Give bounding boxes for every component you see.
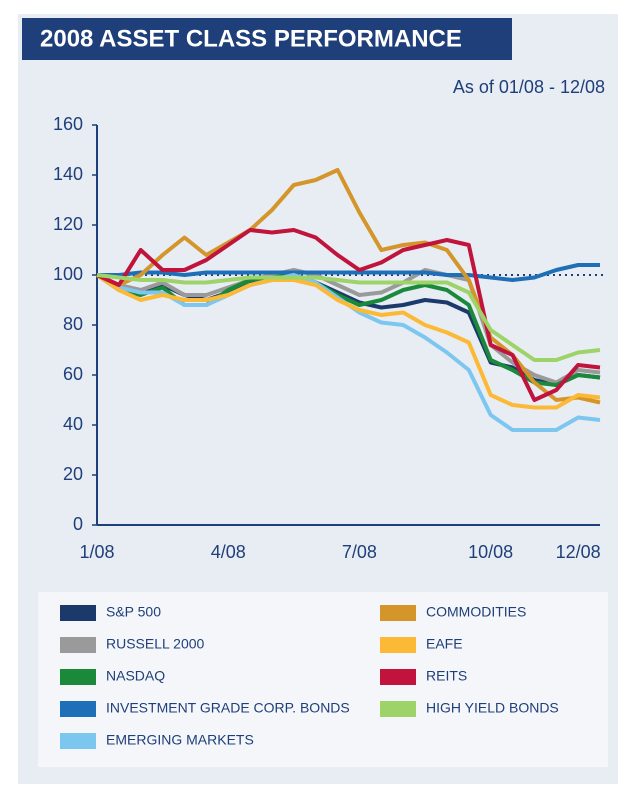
legend-swatch bbox=[60, 605, 96, 621]
title-bar bbox=[22, 18, 512, 60]
series-line bbox=[95, 273, 601, 410]
legend-label: S&P 500 bbox=[106, 604, 161, 620]
y-tick-label: 120 bbox=[53, 214, 83, 234]
y-tick-label: 20 bbox=[63, 464, 83, 484]
legend-label: REITS bbox=[426, 668, 467, 684]
x-tick-label: 1/08 bbox=[79, 542, 114, 562]
legend-swatch bbox=[380, 605, 416, 621]
x-tick-label: 10/08 bbox=[468, 542, 513, 562]
chart-title: 2008 ASSET CLASS PERFORMANCE bbox=[40, 25, 462, 52]
legend-label: EMERGING MARKETS bbox=[106, 732, 254, 748]
series-line bbox=[96, 228, 601, 402]
y-tick-label: 80 bbox=[63, 314, 83, 334]
legend-swatch bbox=[60, 669, 96, 685]
legend-swatch bbox=[60, 733, 96, 749]
legend-label: HIGH YIELD BONDS bbox=[426, 700, 559, 716]
legend-swatch bbox=[60, 701, 96, 717]
legend-label: EAFE bbox=[426, 636, 463, 652]
y-tick-label: 100 bbox=[53, 264, 83, 284]
legend-swatch bbox=[60, 637, 96, 653]
x-tick-label: 7/08 bbox=[342, 542, 377, 562]
chart-subtitle: As of 01/08 - 12/08 bbox=[453, 77, 605, 97]
legend-label: COMMODITIES bbox=[426, 604, 526, 620]
legend-swatch bbox=[380, 669, 416, 685]
legend-label: RUSSELL 2000 bbox=[106, 636, 205, 652]
legend-swatch bbox=[380, 701, 416, 717]
legend-label: INVESTMENT GRADE CORP. BONDS bbox=[106, 700, 350, 716]
legend-swatch bbox=[380, 637, 416, 653]
series-line bbox=[96, 273, 601, 362]
legend-box bbox=[38, 592, 608, 767]
y-tick-label: 160 bbox=[53, 114, 83, 134]
y-tick-label: 140 bbox=[53, 164, 83, 184]
x-tick-label: 12/08 bbox=[556, 542, 601, 562]
y-tick-label: 40 bbox=[63, 414, 83, 434]
series-line bbox=[97, 263, 600, 282]
legend-label: NASDAQ bbox=[106, 668, 165, 684]
y-tick-label: 0 bbox=[73, 514, 83, 534]
x-tick-label: 4/08 bbox=[211, 542, 246, 562]
y-tick-label: 60 bbox=[63, 364, 83, 384]
